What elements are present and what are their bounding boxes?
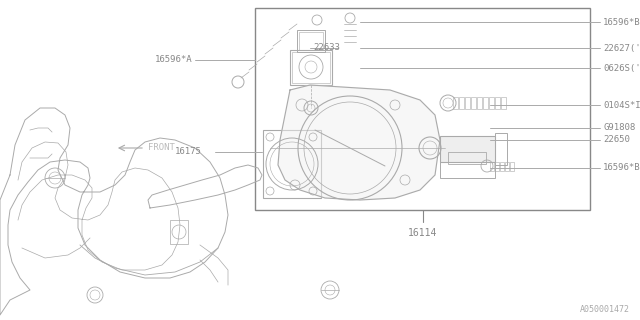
Bar [500, 162, 504, 171]
Text: 16175: 16175 [175, 148, 202, 156]
Bar [495, 133, 507, 165]
Text: 22650: 22650 [603, 135, 630, 145]
Bar [495, 162, 499, 171]
Bar [299, 32, 323, 50]
Bar [255, 8, 590, 210]
Bar [170, 220, 188, 244]
Text: 22627('03MY-): 22627('03MY-) [603, 44, 640, 52]
Bar [440, 136, 495, 162]
Bar [292, 52, 330, 83]
Bar [453, 97, 458, 109]
Polygon shape [148, 165, 262, 208]
Text: G91808: G91808 [603, 124, 636, 132]
Text: 16114: 16114 [408, 228, 437, 238]
Bar [483, 97, 488, 109]
Bar [465, 97, 470, 109]
Text: 0626S('03MY-): 0626S('03MY-) [603, 63, 640, 73]
Bar [297, 30, 325, 52]
Bar [290, 50, 332, 85]
Bar [510, 162, 514, 171]
Text: 16596*B('03MY-): 16596*B('03MY-) [603, 18, 640, 27]
Bar [505, 162, 509, 171]
Bar [448, 152, 486, 164]
Bar [501, 97, 506, 109]
Text: 22633: 22633 [313, 44, 340, 52]
Bar [490, 162, 494, 171]
Polygon shape [0, 108, 228, 315]
Text: FRONT: FRONT [148, 143, 175, 153]
Text: 0104S*I: 0104S*I [603, 100, 640, 109]
Bar [471, 97, 476, 109]
Bar [440, 162, 495, 178]
Bar [459, 97, 464, 109]
Text: A050001472: A050001472 [580, 306, 630, 315]
Text: 16596*B: 16596*B [603, 164, 640, 172]
Bar [263, 130, 321, 198]
Text: 16596*A: 16596*A [155, 55, 193, 65]
Polygon shape [278, 85, 440, 200]
Bar [477, 97, 482, 109]
Bar [489, 97, 494, 109]
Bar [495, 97, 500, 109]
